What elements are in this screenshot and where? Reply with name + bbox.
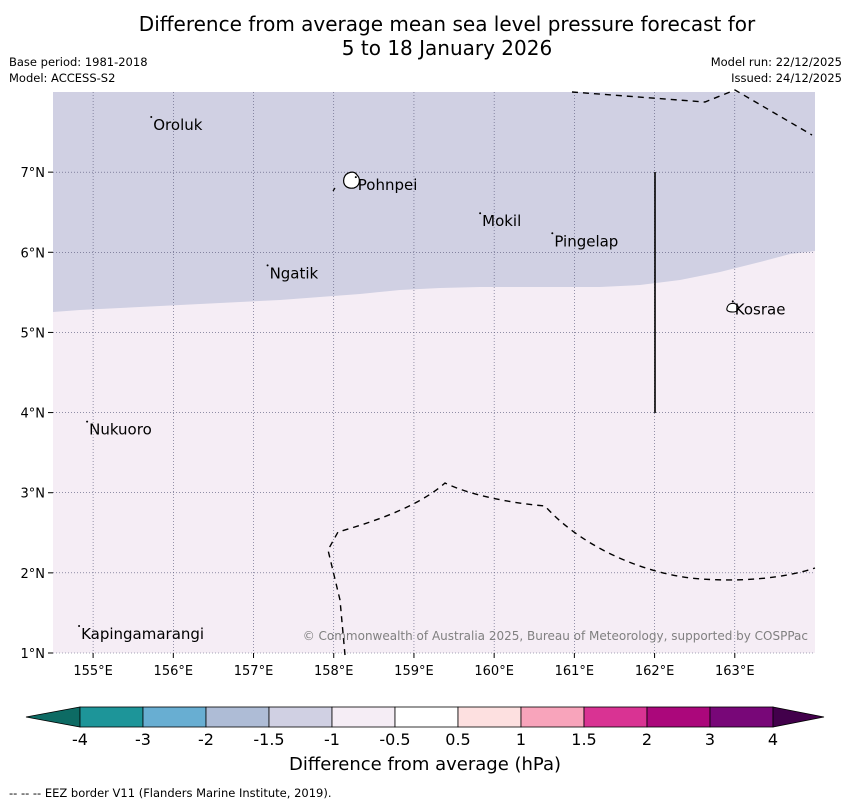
pohnpei-outline (343, 171, 360, 189)
place-label-kosrae: Kosrae (735, 300, 786, 318)
colorbar-tick-label: -2 (198, 730, 214, 749)
chart-title-line2: 5 to 18 January 2026 (341, 36, 553, 60)
colorbar-segment (205, 706, 270, 728)
eez-legend-note: -- -- -- EEZ border V11 (Flanders Marine… (9, 786, 332, 800)
model-name: Model: ACCESS-S2 (9, 71, 116, 85)
pohnpei-reef-mark (332, 187, 336, 192)
lon-tick-label: 158°E (314, 664, 354, 679)
island-marker (78, 624, 81, 627)
colorbar-segment (646, 706, 711, 728)
colorbar-extend-low (25, 706, 81, 728)
island-marker (86, 420, 89, 423)
lat-tick-label: 6°N (21, 246, 46, 261)
colorbar-segment (457, 706, 522, 728)
colorbar-tick-label: -0.5 (379, 730, 411, 749)
colorbar-segment (79, 706, 144, 728)
lat-tick-label: 4°N (21, 407, 46, 422)
colorbar-segment (394, 706, 459, 728)
colorbar-tick-label: -1 (324, 730, 340, 749)
place-label-ngatik: Ngatik (270, 264, 319, 282)
colorbar-segment (142, 706, 207, 728)
base-period: Base period: 1981-2018 (9, 55, 148, 69)
island-outlines (332, 171, 739, 313)
colorbar (25, 706, 825, 728)
place-label-pingelap: Pingelap (554, 232, 618, 250)
colorbar-segment (331, 706, 396, 728)
place-label-kapingamarangi: Kapingamarangi (81, 625, 204, 643)
copyright-notice: © Commonwealth of Australia 2025, Bureau… (303, 629, 808, 643)
lat-tick-label: 7°N (21, 166, 46, 181)
lon-tick-label: 163°E (715, 664, 755, 679)
place-label-nukuoro: Nukuoro (89, 421, 152, 439)
lon-tick-label: 157°E (234, 664, 274, 679)
lon-tick-label: 159°E (394, 664, 434, 679)
island-marker (150, 116, 153, 119)
chart-title-line1: Difference from average mean sea level p… (138, 12, 756, 36)
island-marker (551, 232, 554, 235)
axis-ticks: 155°E 156°E 157°E 158°E 159°E 160°E 161°E 162°E… (21, 166, 755, 679)
model-run: Model run: 22/12/2025 (710, 55, 842, 69)
forecast-map: Oroluk Pohnpei Mokil Pingelap Ngatik Kosrae Nu… (21, 89, 816, 679)
colorbar-tick-label: 1.5 (571, 730, 597, 749)
colorbar-segment (520, 706, 585, 728)
lon-tick-label: 162°E (635, 664, 675, 679)
lon-tick-label: 156°E (154, 664, 194, 679)
colorbar-tick-label: 3 (704, 730, 716, 749)
place-label-pohnpei: Pohnpei (358, 176, 418, 194)
island-marker (266, 264, 269, 267)
colorbar-tick-label: 1 (515, 730, 527, 749)
lat-tick-label: 3°N (21, 487, 46, 502)
lat-tick-label: 1°N (21, 647, 46, 662)
colorbar-tick-label: 0.5 (445, 730, 471, 749)
eez-borders (327, 89, 816, 656)
graticule (53, 92, 815, 654)
colorbar-tick-label: 2 (641, 730, 653, 749)
colorbar-segment (709, 706, 774, 728)
island-marker (479, 212, 482, 215)
colorbar-label: Difference from average (hPa) (288, 754, 562, 775)
eez-border-north (571, 89, 813, 136)
lat-tick-label: 2°N (21, 567, 46, 582)
anomaly-regions (53, 92, 815, 653)
region-minus1.5-to-minus1 (53, 92, 815, 312)
island-marker (731, 300, 734, 303)
lon-tick-label: 160°E (474, 664, 514, 679)
colorbar-segment (583, 706, 648, 728)
colorbar-tick-label: -3 (135, 730, 151, 749)
colorbar-tick-label: -1.5 (253, 730, 285, 749)
colorbar-segment (268, 706, 333, 728)
eez-border-south (327, 482, 816, 656)
place-label-oroluk: Oroluk (153, 116, 202, 134)
lat-tick-label: 5°N (21, 326, 46, 341)
lon-tick-label: 161°E (555, 664, 595, 679)
place-label-mokil: Mokil (482, 212, 521, 230)
colorbar-tick-label: 4 (767, 730, 779, 749)
place-labels: Oroluk Pohnpei Mokil Pingelap Ngatik Kosrae Nu… (78, 116, 785, 643)
colorbar-extend-high (772, 706, 825, 728)
colorbar-tick-label: -4 (72, 730, 88, 749)
issued-date: Issued: 24/12/2025 (731, 71, 842, 85)
island-marker (354, 176, 357, 179)
kosrae-outline (726, 302, 739, 313)
lon-tick-label: 155°E (73, 664, 113, 679)
